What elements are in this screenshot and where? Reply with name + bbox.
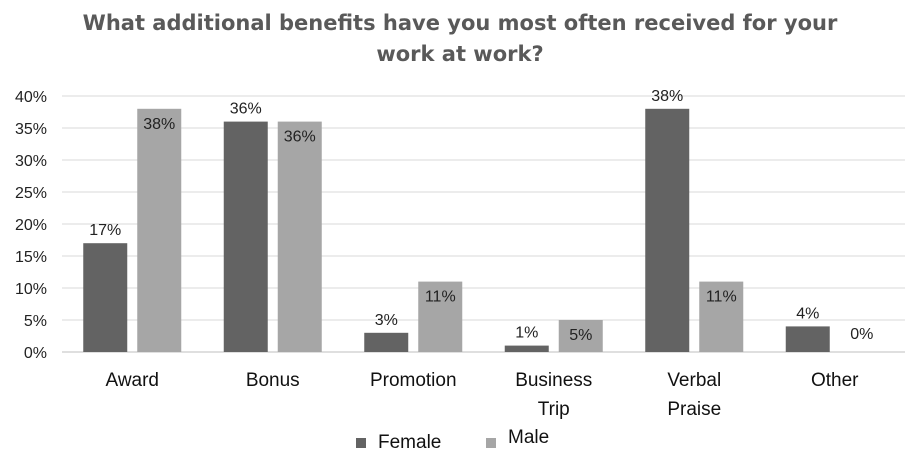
y-tick-label: 0%	[24, 345, 47, 362]
x-tick-label: Promotion	[370, 370, 457, 391]
y-tick-label: 20%	[15, 217, 47, 234]
x-tick-label: Award	[105, 370, 159, 391]
data-label: 17%	[89, 222, 121, 239]
y-tick-label: 5%	[24, 313, 47, 330]
legend-swatch-female	[356, 438, 366, 448]
x-tick-label: Bonus	[246, 370, 300, 391]
data-label: 36%	[230, 101, 262, 118]
x-tick-label: Verbal	[667, 370, 721, 391]
data-label: 3%	[375, 312, 398, 329]
data-label: 36%	[284, 129, 316, 146]
y-tick-label: 30%	[15, 153, 47, 170]
bar-female	[645, 108, 690, 352]
bar-male	[277, 121, 322, 352]
data-label: 0%	[850, 326, 873, 343]
data-label: 5%	[569, 327, 592, 344]
bar-male	[699, 281, 744, 352]
data-label: 1%	[515, 325, 538, 342]
legend-label-female: Female	[378, 432, 441, 452]
y-tick-label: 25%	[15, 185, 47, 202]
legend-swatch-male	[486, 438, 496, 448]
bar-male	[558, 320, 603, 352]
y-tick-label: 10%	[15, 281, 47, 298]
data-label: 4%	[796, 305, 819, 322]
bar-female	[223, 121, 268, 352]
y-tick-label: 15%	[15, 249, 47, 266]
bar-female	[364, 332, 409, 352]
bar-male	[418, 281, 463, 352]
bar-female	[785, 326, 830, 352]
data-label: 38%	[651, 88, 683, 105]
bar-female	[83, 243, 128, 352]
chart-title: What additional benefits have you most o…	[82, 11, 838, 66]
x-tick-label: Other	[811, 370, 859, 391]
legend-label-male: Male	[508, 427, 549, 448]
data-label: 38%	[143, 116, 175, 133]
bar-male	[137, 108, 182, 352]
data-label: 11%	[706, 289, 737, 306]
y-tick-label: 35%	[15, 121, 47, 138]
bar-female	[504, 345, 549, 352]
x-tick-label: Praise	[667, 399, 721, 420]
y-tick-label: 40%	[15, 89, 47, 106]
data-label: 11%	[425, 289, 456, 306]
x-tick-label: Business	[515, 370, 592, 391]
x-tick-label: Trip	[538, 399, 570, 420]
